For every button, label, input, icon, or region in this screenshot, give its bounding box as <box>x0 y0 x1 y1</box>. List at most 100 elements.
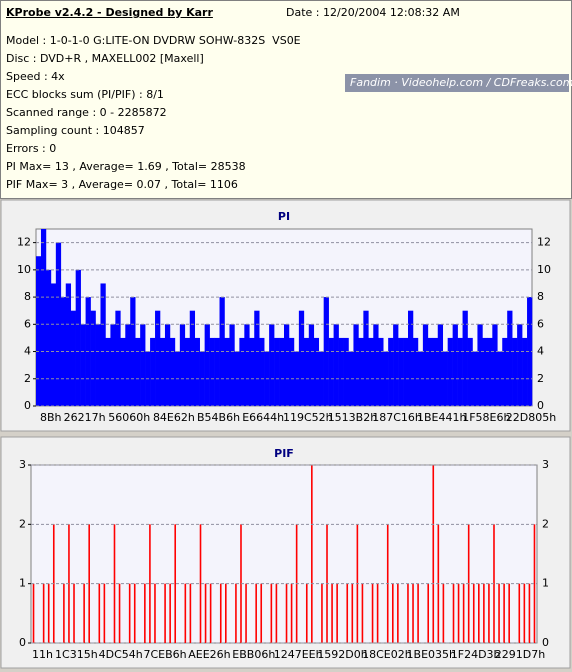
x-tick-label: E6644h <box>242 411 284 424</box>
bar <box>229 324 235 406</box>
bar <box>269 324 275 406</box>
bar <box>502 337 508 406</box>
bar <box>209 583 212 643</box>
x-tick-label: 187C16h <box>372 411 422 424</box>
bar <box>408 310 414 406</box>
bar <box>209 337 215 406</box>
bar <box>133 583 136 643</box>
info-line: Disc : DVD+R , MAXELL002 [Maxell] <box>6 52 204 65</box>
bar <box>527 297 533 406</box>
bar <box>298 310 305 406</box>
bar <box>343 337 349 406</box>
y-tick-label: 8 <box>24 290 31 303</box>
bar <box>432 337 439 406</box>
bar <box>482 337 488 406</box>
y-tick-label: 0 <box>19 636 26 649</box>
bar <box>103 583 106 643</box>
bar <box>115 310 121 406</box>
x-tick-label: 1BE035h <box>407 648 456 661</box>
y-tick-label-right: 10 <box>537 263 551 276</box>
bar <box>70 310 76 406</box>
bar <box>422 324 429 406</box>
bar <box>284 324 290 406</box>
bar <box>457 337 463 406</box>
bar <box>368 337 374 406</box>
bar <box>311 465 313 643</box>
bar <box>517 324 523 406</box>
bar <box>462 583 465 643</box>
x-tick-label: 2291D7h <box>495 648 545 661</box>
x-tick-label: 84E62h <box>153 411 195 424</box>
bar <box>255 583 257 643</box>
x-tick-label: 8Bh <box>40 411 62 424</box>
bar <box>508 583 510 643</box>
bar <box>110 324 116 406</box>
bar <box>478 583 480 643</box>
y-tick-label-right: 3 <box>542 458 549 471</box>
bar <box>388 337 394 406</box>
bar <box>249 337 255 406</box>
bar <box>204 324 210 406</box>
x-tick-label: 1F24D3h <box>451 648 501 661</box>
bar <box>45 269 52 406</box>
bar <box>75 269 81 406</box>
chart-title: PIF <box>274 447 294 460</box>
x-tick-label: 56060h <box>108 411 150 424</box>
x-tick-label: 1247EEh <box>274 648 323 661</box>
bar <box>472 583 475 643</box>
bar <box>412 337 419 406</box>
bar <box>149 524 151 643</box>
y-tick-label: 3 <box>19 458 26 471</box>
bar <box>303 337 310 406</box>
x-tick-label: 18CE02h <box>362 648 412 661</box>
bar <box>507 310 513 406</box>
bar <box>351 583 354 643</box>
info-line: Scanned range : 0 - 2285872 <box>6 106 167 119</box>
bar <box>462 310 468 406</box>
pif-chart: PIF 0 0 1 1 2 2 3 3 11h 1C315h 4DC54h 7CEB6h AEE26h EB… <box>0 436 571 669</box>
y-tick-label-right: 1 <box>542 577 549 590</box>
bar <box>371 583 374 643</box>
y-tick-label: 6 <box>24 317 31 330</box>
bar <box>288 337 295 406</box>
bar <box>224 337 230 406</box>
bar <box>328 337 334 406</box>
bar <box>492 324 498 406</box>
bar <box>290 583 293 643</box>
bar <box>488 583 490 643</box>
y-tick-label-right: 0 <box>542 636 549 649</box>
bar <box>169 583 171 643</box>
bar <box>179 324 186 406</box>
bar <box>313 337 320 406</box>
x-tick-label: 22D805h <box>506 411 556 424</box>
bar <box>150 337 156 406</box>
bar <box>528 583 531 643</box>
watermark: Fandim · Videohelp.com / CDFreaks.com <box>345 74 572 92</box>
y-tick-label: 0 <box>24 399 31 412</box>
bar <box>174 524 177 643</box>
bar <box>225 583 227 643</box>
bar <box>144 583 146 643</box>
bar <box>363 310 369 406</box>
bar <box>518 583 521 643</box>
bar <box>32 583 35 643</box>
x-tick-label: AEE26h <box>188 648 230 661</box>
bar <box>346 583 349 643</box>
bar <box>472 351 478 406</box>
bar <box>63 583 65 643</box>
y-tick-label: 10 <box>17 263 31 276</box>
bar <box>373 324 379 406</box>
bar <box>358 337 364 406</box>
bar <box>47 583 50 643</box>
x-tick-label: 1513B2h <box>328 411 378 424</box>
y-tick-label-right: 2 <box>542 517 549 530</box>
bar <box>169 337 176 406</box>
bar <box>73 583 75 643</box>
y-tick-label-right: 0 <box>537 399 544 412</box>
info-line: Errors : 0 <box>6 142 57 155</box>
bar <box>214 337 220 406</box>
x-tick-label: 1BE441h <box>417 411 466 424</box>
bar <box>305 583 308 643</box>
bar <box>512 337 518 406</box>
